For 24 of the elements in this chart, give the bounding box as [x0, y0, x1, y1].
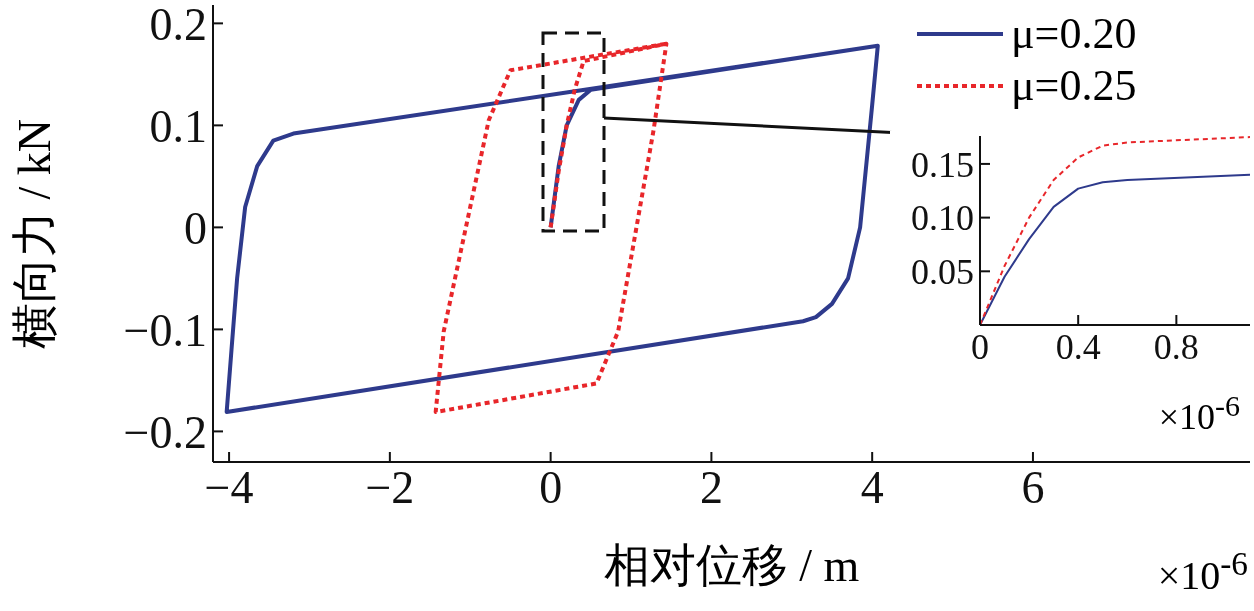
- y-tick-label: −0.1: [123, 304, 207, 356]
- y-tick-label: 0.2: [149, 0, 207, 50]
- y-tick-label: 0: [184, 202, 207, 254]
- y-tick-label: 0.15: [911, 144, 974, 185]
- x-tick-label: 4: [860, 461, 884, 513]
- line-series: [433, 41, 669, 415]
- y-tick-label: 0.05: [911, 252, 974, 293]
- x-tick-label: 0.8: [1153, 326, 1199, 367]
- x-tick-label: −4: [204, 461, 254, 513]
- x-tick-label: −2: [365, 461, 415, 513]
- x-tick-label: 0.4: [1055, 326, 1101, 367]
- y-tick-label: −0.2: [123, 406, 207, 458]
- legend-label: μ=0.25: [1011, 60, 1137, 112]
- x-tick-label: 2: [699, 461, 723, 513]
- x-tick-label: 6: [1021, 461, 1045, 513]
- annotation: ×10$^{-6}$: [1158, 389, 1240, 438]
- y-tick-label: 0.10: [911, 198, 974, 239]
- text: ×10$^{-6}$: [1157, 545, 1248, 600]
- y-axis-title: 横向力 / kN: [8, 118, 61, 349]
- x-axis-title: 相对位移 / m: [603, 540, 860, 591]
- y-tick-label: 0.1: [149, 100, 207, 152]
- x-tick-label: 0: [539, 461, 563, 513]
- line-series: [224, 43, 880, 415]
- legend-label: μ=0.20: [1011, 8, 1137, 60]
